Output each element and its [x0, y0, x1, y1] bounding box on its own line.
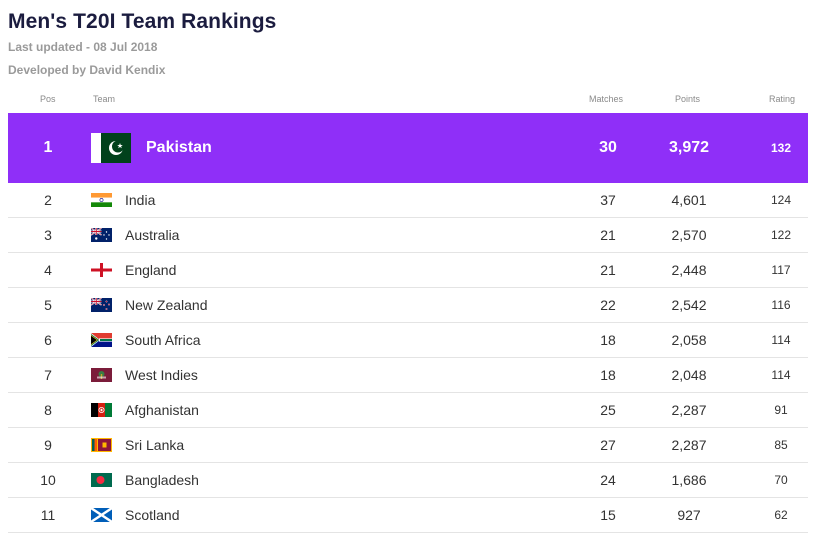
rating-value: 91: [774, 403, 788, 417]
england-flag-icon: [91, 263, 112, 277]
matches-value: 37: [600, 192, 616, 208]
column-header-rating: Rating: [769, 94, 796, 104]
team-name[interactable]: Australia: [125, 227, 180, 243]
column-header-matches: Matches: [589, 94, 624, 104]
column-header-team: Team: [93, 94, 116, 104]
matches-value: 15: [600, 507, 616, 523]
team-name[interactable]: Afghanistan: [125, 402, 199, 418]
matches-value: 21: [600, 227, 616, 243]
matches-value: 22: [600, 297, 616, 313]
points-value: 2,570: [671, 227, 707, 243]
rating-value: 122: [770, 228, 792, 242]
rating-value: 124: [770, 193, 792, 207]
matches-value: 21: [600, 262, 616, 278]
team-name[interactable]: India: [125, 192, 156, 208]
table-row[interactable]: 9 Sri Lanka 27 2,287 85: [8, 428, 808, 463]
south-africa-flag-icon: [91, 333, 112, 347]
points-value: 2,058: [671, 332, 707, 348]
matches-value: 30: [599, 139, 617, 156]
team-name[interactable]: Bangladesh: [125, 472, 199, 488]
sri-lanka-flag-icon: [91, 438, 112, 452]
points-value: 927: [677, 507, 701, 523]
points-value: 2,287: [671, 402, 707, 418]
matches-value: 18: [600, 367, 616, 383]
bangladesh-flag-icon: [91, 473, 112, 487]
india-flag-icon: [91, 193, 112, 207]
team-name[interactable]: South Africa: [125, 332, 201, 348]
points-value: 2,287: [671, 437, 707, 453]
column-header-pos: Pos: [40, 94, 56, 104]
last-updated: Last updated - 08 Jul 2018: [8, 40, 158, 54]
matches-value: 24: [600, 472, 616, 488]
table-row[interactable]: 2 India 37 4,601 124: [8, 183, 808, 218]
afghanistan-flag-icon: [91, 403, 112, 417]
rating-value: 116: [771, 298, 791, 312]
developer-credit: Developed by David Kendix: [8, 63, 166, 77]
points-value: 2,448: [671, 262, 707, 278]
new-zealand-flag-icon: [91, 298, 112, 312]
west-indies-flag-icon: [91, 368, 112, 382]
page-title: Men's T20I Team Rankings: [8, 10, 277, 33]
table-row[interactable]: 8 Afghanistan 25 2,287 91: [8, 393, 808, 428]
table-row[interactable]: 4 England 21 2,448 117: [8, 253, 808, 288]
matches-value: 27: [600, 437, 616, 453]
table-header: Pos Team Matches Points Rating: [8, 94, 808, 108]
scotland-flag-icon: [91, 508, 112, 522]
column-header-points: Points: [675, 94, 701, 104]
rating-value: 62: [774, 508, 788, 522]
matches-value: 25: [600, 402, 616, 418]
team-name[interactable]: Sri Lanka: [125, 437, 185, 453]
team-name[interactable]: England: [125, 262, 177, 278]
matches-value: 18: [600, 332, 616, 348]
points-value: 4,601: [671, 192, 707, 208]
team-name[interactable]: West Indies: [125, 367, 198, 383]
rankings-table: 1 Pakistan 30 3,972 132 2 India 37 4,601…: [8, 113, 808, 533]
points-value: 3,972: [668, 139, 710, 156]
rating-value: 85: [774, 438, 788, 452]
rating-value: 114: [771, 333, 791, 347]
points-value: 2,542: [671, 297, 707, 313]
rating-value: 70: [774, 473, 788, 487]
table-row[interactable]: 11 Scotland 15 927 62: [8, 498, 808, 533]
rating-value: 132: [770, 141, 792, 155]
points-value: 2,048: [671, 367, 707, 383]
team-name[interactable]: Pakistan: [146, 139, 212, 156]
team-name[interactable]: New Zealand: [125, 297, 208, 313]
table-row[interactable]: 5 New Zealand 22 2,542 116: [8, 288, 808, 323]
team-name[interactable]: Scotland: [125, 507, 180, 523]
table-row[interactable]: 10 Bangladesh 24 1,686 70: [8, 463, 808, 498]
pakistan-flag-icon: [91, 133, 131, 163]
table-row[interactable]: 3 Australia 21 2,570 122: [8, 218, 808, 253]
rating-value: 117: [771, 263, 791, 277]
table-row[interactable]: 6 South Africa 18 2,058 114: [8, 323, 808, 358]
rating-value: 114: [771, 368, 791, 382]
australia-flag-icon: [91, 228, 112, 242]
table-row[interactable]: 1 Pakistan 30 3,972 132: [8, 113, 808, 183]
table-row[interactable]: 7 West Indies 18 2,048 114: [8, 358, 808, 393]
points-value: 1,686: [671, 472, 707, 488]
